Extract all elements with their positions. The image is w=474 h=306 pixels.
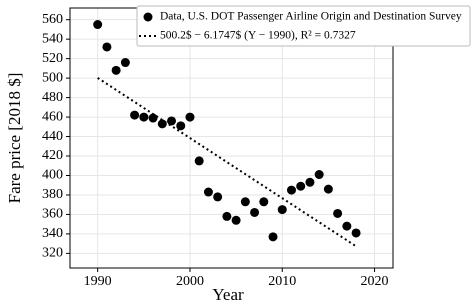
y-tick-label: 420 — [42, 148, 63, 163]
y-tick-label: 540 — [42, 31, 63, 46]
data-point — [314, 170, 324, 180]
y-tick-label: 520 — [42, 51, 63, 66]
data-point — [286, 185, 296, 195]
data-point — [277, 205, 287, 215]
y-tick-label: 380 — [42, 187, 63, 202]
data-point — [296, 181, 306, 191]
data-point — [157, 119, 167, 129]
data-point — [93, 20, 103, 30]
data-point — [102, 42, 112, 52]
y-tick-label: 340 — [42, 226, 63, 241]
legend-label: 500.2$ − 6.1747$ (Y − 1990), R² = 0.7327 — [160, 29, 356, 42]
data-point — [250, 207, 260, 217]
data-point — [259, 197, 269, 207]
data-point — [148, 113, 158, 123]
y-tick-label: 480 — [42, 90, 63, 105]
data-point — [240, 197, 250, 207]
data-point — [194, 156, 204, 166]
x-tick-label: 2000 — [176, 274, 204, 289]
data-point — [176, 121, 186, 131]
data-point — [130, 110, 140, 120]
y-tick-label: 560 — [42, 12, 63, 27]
y-tick-label: 320 — [42, 246, 63, 261]
legend-marker — [143, 12, 153, 22]
data-point — [167, 116, 177, 126]
y-tick-label: 400 — [42, 168, 63, 183]
data-point — [203, 187, 213, 197]
y-tick-label: 460 — [42, 109, 63, 124]
legend-box — [136, 5, 471, 47]
data-point — [268, 232, 278, 242]
data-point — [222, 211, 232, 221]
data-point — [185, 112, 195, 122]
y-tick-label: 440 — [42, 129, 63, 144]
x-tick-label: 2010 — [268, 274, 296, 289]
data-point — [342, 221, 352, 231]
data-point — [305, 177, 315, 187]
data-point — [333, 208, 343, 218]
x-tick-label: 2020 — [361, 274, 389, 289]
data-point — [111, 65, 121, 75]
y-axis-label: Fare price [2018 $] — [5, 73, 24, 204]
fit-line — [97, 77, 357, 248]
legend-label: Data, U.S. DOT Passenger Airline Origin … — [160, 11, 462, 23]
data-point — [351, 228, 361, 238]
data-point — [323, 184, 333, 194]
data-point — [120, 58, 130, 68]
data-point — [213, 192, 223, 202]
y-tick-label: 360 — [42, 207, 63, 222]
y-tick-label: 500 — [42, 70, 63, 85]
x-axis-label: Year — [212, 285, 244, 304]
data-point — [231, 215, 241, 225]
data-point — [139, 112, 149, 122]
x-tick-label: 1990 — [84, 274, 112, 289]
